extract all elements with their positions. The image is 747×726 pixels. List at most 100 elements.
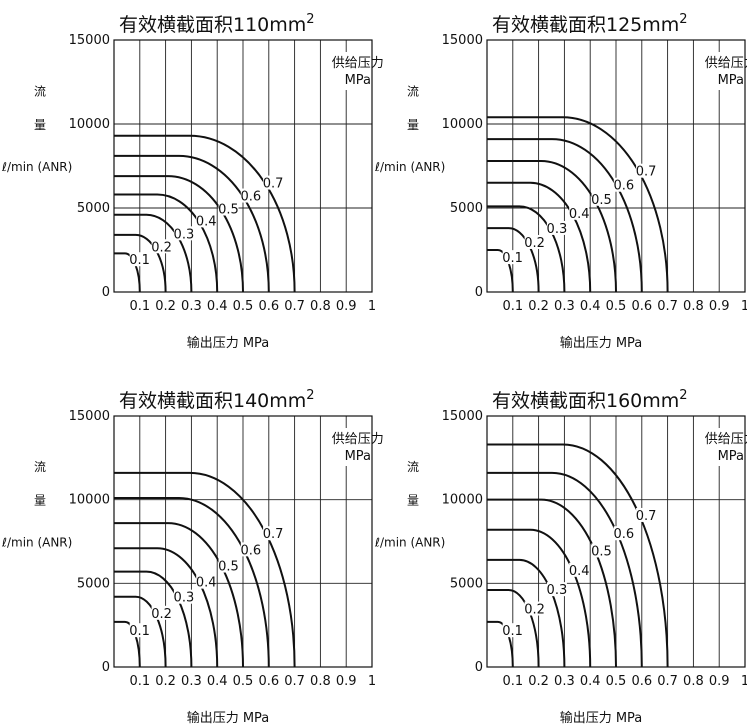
- x-tick-label: 0.1: [502, 299, 523, 314]
- x-tick-label: 0.5: [233, 674, 254, 689]
- x-tick-label: 0.2: [528, 674, 549, 689]
- x-tick-label: 0.5: [233, 299, 254, 314]
- curve-label: 0.2: [524, 236, 545, 251]
- x-tick-label: 0.8: [683, 299, 704, 314]
- chart-title: 有效横截面积140mm2: [119, 388, 315, 412]
- curve-supply-0.6: [114, 154, 270, 293]
- y-tick-label: 10000: [69, 493, 110, 508]
- x-tick-label: 0.8: [310, 299, 331, 314]
- curve-label-background: [196, 213, 217, 228]
- x-tick-label: 0.1: [129, 299, 150, 314]
- curve-label: 0.5: [218, 202, 239, 217]
- legend-unit: MPa: [345, 449, 371, 464]
- y-axis-label: 量: [34, 494, 46, 508]
- x-tick-label: 0.2: [155, 674, 176, 689]
- curve-label-background: [502, 250, 523, 265]
- curve-label: 0.6: [240, 190, 261, 205]
- curve-label: 0.3: [547, 583, 568, 598]
- curve-label-background: [546, 220, 567, 235]
- x-tick-label: 0.6: [631, 674, 652, 689]
- legend-title: 供给压力: [332, 432, 384, 447]
- curve-label: 0.1: [129, 253, 150, 268]
- x-tick-label: 0.4: [207, 674, 228, 689]
- chart-title: 有效横截面积160mm2: [492, 388, 688, 412]
- curve-label: 0.6: [613, 527, 634, 542]
- y-tick-label: 15000: [69, 409, 110, 424]
- curve-label: 0.1: [502, 251, 523, 266]
- curve-label-background: [218, 558, 239, 573]
- curve-label: 0.5: [591, 193, 612, 208]
- curve-label-background: [502, 623, 523, 638]
- curve-label: 0.5: [591, 544, 612, 559]
- x-tick-label: 1: [741, 299, 747, 314]
- x-tick-label: 0.1: [129, 674, 150, 689]
- curve-supply-0.6: [114, 496, 270, 668]
- legend-unit: MPa: [718, 449, 744, 464]
- curve-label: 0.2: [151, 240, 172, 255]
- curve-supply-0.7: [487, 443, 669, 668]
- curve-label-background: [263, 526, 284, 541]
- curve-label-background: [524, 601, 545, 616]
- curve-supply-0.7: [487, 116, 669, 293]
- curve-label: 0.5: [218, 559, 239, 574]
- chart-title: 有效横截面积110mm2: [119, 12, 315, 36]
- x-tick-label: 0.8: [310, 674, 331, 689]
- curve-label-background: [196, 574, 217, 589]
- x-tick-label: 0.2: [155, 299, 176, 314]
- legend-background: [698, 52, 743, 90]
- chart-title: 有效横截面积125mm2: [492, 12, 688, 36]
- x-tick-label: 0.7: [284, 674, 305, 689]
- legend-title: 供给压力: [705, 432, 747, 447]
- y-axis-label: 量: [34, 118, 46, 132]
- curve-label-background: [546, 582, 567, 597]
- curve-label-background: [240, 188, 261, 203]
- x-axis-label: 输出压力 MPa: [560, 710, 643, 726]
- legend-title: 供给压力: [332, 56, 384, 71]
- x-tick-label: 0.6: [258, 299, 279, 314]
- y-tick-label: 5000: [450, 576, 483, 591]
- curve-label: 0.1: [502, 624, 523, 639]
- curve-label-background: [173, 589, 194, 604]
- curve-label: 0.4: [569, 564, 590, 579]
- x-tick-label: 1: [368, 674, 376, 689]
- curve-label-background: [636, 163, 657, 178]
- y-axis-label: ℓ/min (ANR): [374, 160, 445, 174]
- curve-label: 0.3: [174, 227, 195, 242]
- x-tick-label: 0.7: [284, 299, 305, 314]
- y-tick-label: 0: [475, 660, 483, 675]
- y-tick-label: 15000: [442, 33, 483, 48]
- curve-label: 0.6: [240, 543, 261, 558]
- curve-supply-0.6: [487, 138, 643, 293]
- x-tick-label: 0.5: [606, 299, 627, 314]
- y-axis-label: 流: [407, 460, 419, 474]
- x-tick-label: 0.4: [580, 674, 601, 689]
- y-axis-label: ℓ/min (ANR): [374, 536, 445, 550]
- curve-label-background: [613, 177, 634, 192]
- legend-background: [325, 52, 370, 90]
- x-tick-label: 0.4: [580, 299, 601, 314]
- x-tick-label: 0.9: [709, 299, 730, 314]
- legend-unit: MPa: [718, 73, 744, 88]
- curve-label-background: [591, 543, 612, 558]
- curve-label-background: [151, 605, 172, 620]
- curve-label-background: [569, 562, 590, 577]
- x-tick-label: 0.6: [258, 674, 279, 689]
- x-tick-label: 0.6: [631, 299, 652, 314]
- curve-label: 0.4: [196, 214, 217, 229]
- x-tick-label: 0.3: [181, 674, 202, 689]
- x-tick-label: 0.8: [683, 674, 704, 689]
- curve-label-background: [524, 234, 545, 249]
- x-tick-label: 0.3: [554, 674, 575, 689]
- y-tick-label: 15000: [442, 409, 483, 424]
- curve-label: 0.3: [174, 591, 195, 606]
- curve-label: 0.7: [636, 165, 657, 180]
- curve-label: 0.6: [613, 179, 634, 194]
- y-axis-label: 量: [407, 118, 419, 132]
- curve-label-background: [240, 542, 261, 557]
- y-tick-label: 0: [102, 660, 110, 675]
